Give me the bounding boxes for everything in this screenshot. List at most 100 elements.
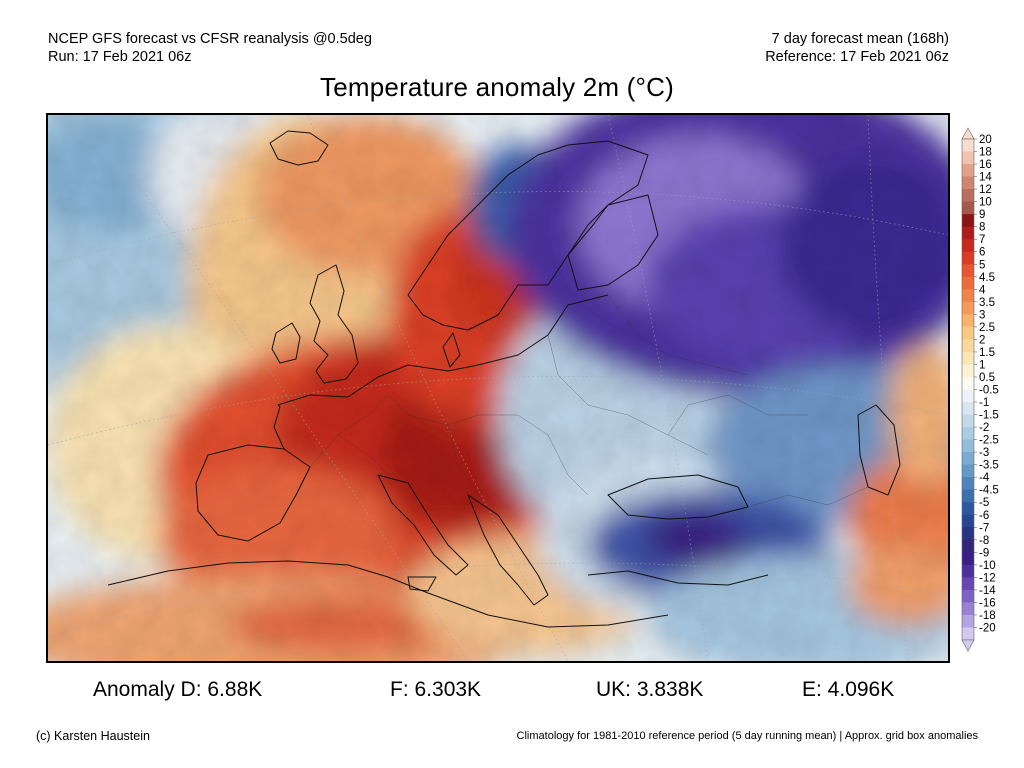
reference-line: Reference: 17 Feb 2021 06z <box>765 49 949 65</box>
colorbar-label: -16 <box>979 597 996 609</box>
colorbar-label: 7 <box>979 234 985 246</box>
colorbar-swatch <box>962 452 974 466</box>
colorbar-swatch <box>962 176 974 190</box>
map-title: Temperature anomaly 2m (°C) <box>320 72 674 102</box>
colorbar-swatch <box>962 489 974 503</box>
colorbar-label: -12 <box>979 572 996 584</box>
colorbar-label: -7 <box>979 522 989 534</box>
map-canvas <box>48 115 948 661</box>
graticule <box>48 115 948 661</box>
colorbar-label: 20 <box>979 134 992 146</box>
colorbar-swatch <box>962 614 974 628</box>
colorbar-label: 14 <box>979 172 992 184</box>
colorbar-swatches <box>961 127 977 652</box>
colorbar-swatch <box>962 151 974 165</box>
header-right: 7 day forecast mean (168h) Reference: 17… <box>765 30 949 66</box>
colorbar-swatch <box>962 189 974 203</box>
anomaly-spain: E: 4.096K <box>802 678 895 701</box>
colorbar-bottom-arrow <box>961 639 975 652</box>
colorbar-swatch <box>962 577 974 591</box>
scandinavia-outline <box>407 140 649 331</box>
colorbar-label: -2.5 <box>979 435 999 447</box>
colorbar-label: 8 <box>979 222 985 234</box>
colorbar-swatch <box>962 364 974 378</box>
colorbar-label: 18 <box>979 147 992 159</box>
colorbar-swatch <box>962 552 974 566</box>
colorbar-swatch <box>962 564 974 578</box>
colorbar-label: -14 <box>979 585 996 597</box>
run-line: Run: 17 Feb 2021 06z <box>48 49 192 65</box>
colorbar-swatch <box>962 301 974 315</box>
colorbar-swatch <box>962 627 974 641</box>
colorbar-label: 12 <box>979 184 992 196</box>
colorbar-label: -20 <box>979 622 996 634</box>
colorbar-label: 6 <box>979 247 985 259</box>
colorbar-swatch <box>962 239 974 253</box>
colorbar-label: 3 <box>979 309 985 321</box>
colorbar-swatch <box>962 477 974 491</box>
colorbar-swatch <box>962 314 974 328</box>
colorbar-label: -5 <box>979 497 989 509</box>
colorbar: 201816141210987654.543.532.521.510.5-0.5… <box>961 127 999 652</box>
colorbar-swatch <box>962 502 974 516</box>
credit-text: (c) Karsten Haustein <box>36 729 150 743</box>
colorbar-swatch <box>962 251 974 265</box>
colorbar-swatch <box>962 539 974 553</box>
colorbar-label: -3 <box>979 447 989 459</box>
colorbar-swatch <box>962 139 974 152</box>
colorbar-swatch <box>962 264 974 278</box>
colorbar-label: 3.5 <box>979 297 995 309</box>
colorbar-label: 0.5 <box>979 372 995 384</box>
iceland-outline <box>269 130 329 166</box>
colorbar-label: 5 <box>979 259 985 271</box>
colorbar-label: -9 <box>979 547 989 559</box>
country-borders <box>309 294 869 508</box>
colorbar-label: -8 <box>979 535 989 547</box>
anomaly-germany: Anomaly D: 6.88K <box>93 678 263 701</box>
colorbar-label: 1 <box>979 359 985 371</box>
colorbar-swatch <box>962 402 974 415</box>
colorbar-label: -10 <box>979 560 996 572</box>
regional-anomaly-stats: Anomaly D: 6.88K F: 6.303K UK: 3.838K E:… <box>0 678 1024 708</box>
period-line: 7 day forecast mean (168h) <box>771 31 949 47</box>
colorbar-swatch <box>962 214 974 228</box>
colorbar-swatch <box>962 339 974 353</box>
colorbar-swatch <box>962 414 974 428</box>
colorbar-label: -4.5 <box>979 485 999 497</box>
colorbar-label: -6 <box>979 510 989 522</box>
colorbar-label: -1 <box>979 397 989 409</box>
colorbar-label: -18 <box>979 610 996 622</box>
colorbar-swatch <box>962 289 974 303</box>
colorbar-label: -0.5 <box>979 385 999 397</box>
colorbar-label: 16 <box>979 159 992 171</box>
colorbar-swatch <box>962 527 974 541</box>
model-line: NCEP GFS forecast vs CFSR reanalysis @0.… <box>48 31 372 47</box>
colorbar-swatch <box>962 427 974 440</box>
anomaly-uk: UK: 3.838K <box>596 678 704 701</box>
colorbar-swatch <box>962 326 974 340</box>
colorbar-label: -4 <box>979 472 990 484</box>
colorbar-swatch <box>962 514 974 528</box>
header-left: NCEP GFS forecast vs CFSR reanalysis @0.… <box>48 30 372 66</box>
colorbar-label: 4 <box>979 284 986 296</box>
colorbar-label: -2 <box>979 422 989 434</box>
italy-outline <box>377 474 469 576</box>
colorbar-swatch <box>962 376 974 390</box>
colorbar-label: 2.5 <box>979 322 995 334</box>
colorbar-swatch <box>962 439 974 453</box>
colorbar-swatch <box>962 464 974 478</box>
iberia-outline <box>195 444 311 542</box>
colorbar-label: 10 <box>979 197 992 209</box>
colorbar-top-arrow <box>961 127 975 140</box>
colorbar-label: 2 <box>979 334 985 346</box>
colorbar-swatch <box>962 389 974 403</box>
colorbar-label: -3.5 <box>979 460 999 472</box>
colorbar-swatch <box>962 351 974 365</box>
anomaly-map <box>46 113 950 663</box>
great-britain-outline <box>309 264 359 384</box>
colorbar-swatch <box>962 602 974 616</box>
colorbar-labels: 201816141210987654.543.532.521.510.5-0.5… <box>979 134 999 634</box>
colorbar-label: 1.5 <box>979 347 995 359</box>
anomaly-france: F: 6.303K <box>390 678 482 701</box>
colorbar-swatch <box>962 226 974 240</box>
